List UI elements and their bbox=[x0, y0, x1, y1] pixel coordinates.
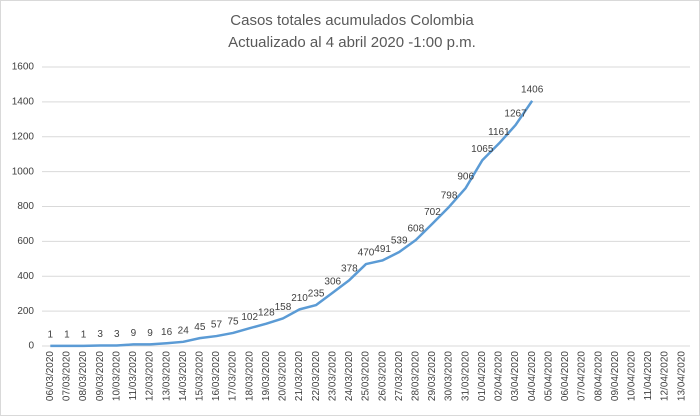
data-label: 608 bbox=[408, 224, 425, 235]
y-tick-label: 1400 bbox=[12, 97, 35, 108]
x-tick-label: 25/03/2020 bbox=[361, 351, 372, 401]
chart-subtitle: Actualizado al 4 abril 2020 -1:00 p.m. bbox=[228, 34, 476, 51]
x-tick-label: 24/03/2020 bbox=[344, 351, 355, 401]
data-label: 306 bbox=[324, 276, 341, 287]
x-tick-label: 14/03/2020 bbox=[178, 351, 189, 401]
x-tick-label: 22/03/2020 bbox=[311, 351, 322, 401]
x-tick-label: 15/03/2020 bbox=[194, 351, 205, 401]
x-tick-label: 10/04/2020 bbox=[626, 351, 637, 401]
x-tick-label: 09/04/2020 bbox=[610, 351, 621, 401]
x-tick-label: 23/03/2020 bbox=[327, 351, 338, 401]
x-tick-label: 11/03/2020 bbox=[128, 351, 139, 401]
data-label: 24 bbox=[178, 325, 190, 336]
x-tick-label: 19/03/2020 bbox=[261, 351, 272, 401]
x-tick-label: 17/03/2020 bbox=[228, 351, 239, 401]
data-label: 702 bbox=[424, 207, 441, 218]
x-tick-label: 06/04/2020 bbox=[560, 351, 571, 401]
x-tick-label: 30/03/2020 bbox=[444, 351, 455, 401]
x-tick-label: 08/04/2020 bbox=[593, 351, 604, 401]
data-label: 491 bbox=[374, 244, 391, 255]
data-label: 3 bbox=[97, 329, 103, 340]
data-label: 235 bbox=[308, 289, 325, 300]
x-tick-label: 01/04/2020 bbox=[477, 351, 488, 401]
data-label: 378 bbox=[341, 264, 358, 275]
x-tick-label: 04/04/2020 bbox=[527, 351, 538, 401]
x-tick-label: 12/04/2020 bbox=[660, 351, 671, 401]
x-tick-label: 02/04/2020 bbox=[494, 351, 505, 401]
x-tick-label: 27/03/2020 bbox=[394, 351, 405, 401]
y-tick-label: 200 bbox=[17, 306, 34, 317]
x-tick-label: 07/03/2020 bbox=[62, 351, 73, 401]
data-label: 128 bbox=[258, 307, 275, 318]
data-label: 1 bbox=[48, 329, 54, 340]
data-label: 1406 bbox=[521, 84, 544, 95]
data-label: 1 bbox=[81, 329, 87, 340]
data-label: 45 bbox=[194, 322, 206, 333]
data-label: 57 bbox=[211, 320, 223, 331]
y-tick-label: 600 bbox=[17, 236, 34, 247]
y-tick-label: 800 bbox=[17, 201, 34, 212]
x-tick-label: 05/04/2020 bbox=[543, 351, 554, 401]
x-tick-label: 13/04/2020 bbox=[676, 351, 687, 401]
x-tick-label: 21/03/2020 bbox=[294, 351, 305, 401]
x-tick-label: 18/03/2020 bbox=[244, 351, 255, 401]
data-label: 3 bbox=[114, 329, 120, 340]
data-label: 906 bbox=[457, 172, 474, 183]
y-tick-label: 1200 bbox=[12, 131, 35, 142]
data-label: 470 bbox=[358, 248, 375, 259]
data-label: 1065 bbox=[471, 144, 494, 155]
data-label: 539 bbox=[391, 236, 408, 247]
x-tick-label: 12/03/2020 bbox=[145, 351, 156, 401]
y-tick-label: 0 bbox=[28, 341, 34, 352]
data-label: 9 bbox=[131, 328, 137, 339]
data-label: 1161 bbox=[488, 127, 510, 138]
x-tick-label: 08/03/2020 bbox=[78, 351, 89, 401]
data-label: 16 bbox=[161, 327, 173, 338]
data-label: 1 bbox=[64, 329, 70, 340]
x-tick-label: 13/03/2020 bbox=[161, 351, 172, 401]
x-tick-label: 31/03/2020 bbox=[460, 351, 471, 401]
data-line bbox=[50, 100, 534, 348]
y-tick-label: 1600 bbox=[12, 62, 35, 73]
x-tick-label: 11/04/2020 bbox=[643, 351, 654, 401]
x-tick-label: 10/03/2020 bbox=[111, 351, 122, 401]
x-tick-label: 28/03/2020 bbox=[410, 351, 421, 401]
data-label: 102 bbox=[241, 312, 258, 323]
data-label: 1267 bbox=[504, 109, 527, 120]
data-label: 158 bbox=[275, 302, 292, 313]
x-tick-label: 03/04/2020 bbox=[510, 351, 521, 401]
data-label: 75 bbox=[228, 317, 240, 328]
data-label: 798 bbox=[441, 190, 458, 201]
data-label: 9 bbox=[147, 328, 153, 339]
x-tick-label: 20/03/2020 bbox=[278, 351, 289, 401]
y-tick-label: 1000 bbox=[12, 166, 35, 177]
x-tick-label: 09/03/2020 bbox=[95, 351, 106, 401]
x-tick-label: 16/03/2020 bbox=[211, 351, 222, 401]
chart-title: Casos totales acumulados Colombia bbox=[230, 12, 474, 29]
x-tick-label: 26/03/2020 bbox=[377, 351, 388, 401]
x-tick-label: 06/03/2020 bbox=[45, 351, 56, 401]
data-label: 210 bbox=[291, 293, 308, 304]
y-tick-label: 400 bbox=[17, 271, 34, 282]
x-tick-label: 07/04/2020 bbox=[577, 351, 588, 401]
x-tick-label: 29/03/2020 bbox=[427, 351, 438, 401]
